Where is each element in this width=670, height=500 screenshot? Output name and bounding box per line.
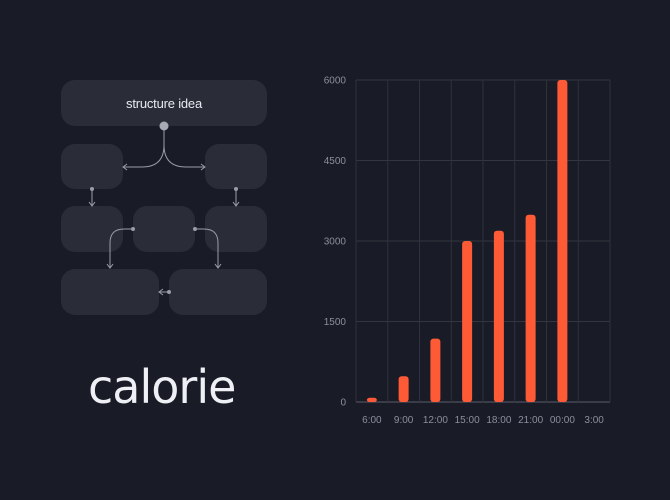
- bar-9:00: [398, 376, 409, 402]
- structure-idea-label: structure idea: [126, 95, 202, 111]
- bar-00:00: [557, 80, 568, 402]
- bar-21:00: [525, 214, 536, 402]
- x-tick-label: 6:00: [362, 415, 382, 426]
- x-tick-label: 3:00: [584, 415, 604, 426]
- x-tick-label: 9:00: [394, 415, 414, 426]
- diagram-box-left-1[interactable]: [61, 144, 123, 189]
- y-tick-label: 6000: [324, 76, 347, 87]
- bar-18:00: [493, 230, 504, 402]
- bar-15:00: [462, 241, 473, 402]
- diagram-box-right-2[interactable]: [205, 206, 267, 252]
- chart-grid: [355, 79, 611, 403]
- x-tick-label: 21:00: [518, 415, 543, 426]
- diagram-box-bottom-left[interactable]: [61, 269, 159, 315]
- diagram-box-left-2[interactable]: [61, 206, 123, 252]
- calorie-wordmark: calorie: [88, 360, 236, 414]
- diagram-connectors: [88, 121, 240, 296]
- y-tick-label: 4500: [324, 156, 347, 167]
- chart-y-ticks: 0 1500 3000 4500 6000: [324, 76, 347, 409]
- y-tick-label: 3000: [324, 237, 347, 248]
- bar-12:00: [430, 338, 441, 402]
- chart-bars: [366, 80, 568, 402]
- x-tick-label: 18:00: [486, 415, 511, 426]
- x-tick-label: 12:00: [423, 415, 448, 426]
- structure-idea-box[interactable]: structure idea: [61, 80, 267, 126]
- x-tick-label: 00:00: [550, 415, 575, 426]
- structure-diagram: structure idea: [0, 0, 300, 330]
- diagram-box-right-1[interactable]: [205, 144, 267, 189]
- diagram-box-center-2[interactable]: [133, 206, 195, 252]
- bar-6:00: [366, 397, 377, 402]
- chart-x-ticks: 6:00 9:00 12:00 15:00 18:00 21:00 00:00 3:00: [362, 415, 604, 426]
- y-tick-label: 1500: [324, 317, 347, 328]
- y-tick-label: 0: [340, 398, 346, 409]
- diagram-box-bottom-right[interactable]: [169, 269, 267, 315]
- x-tick-label: 15:00: [455, 415, 480, 426]
